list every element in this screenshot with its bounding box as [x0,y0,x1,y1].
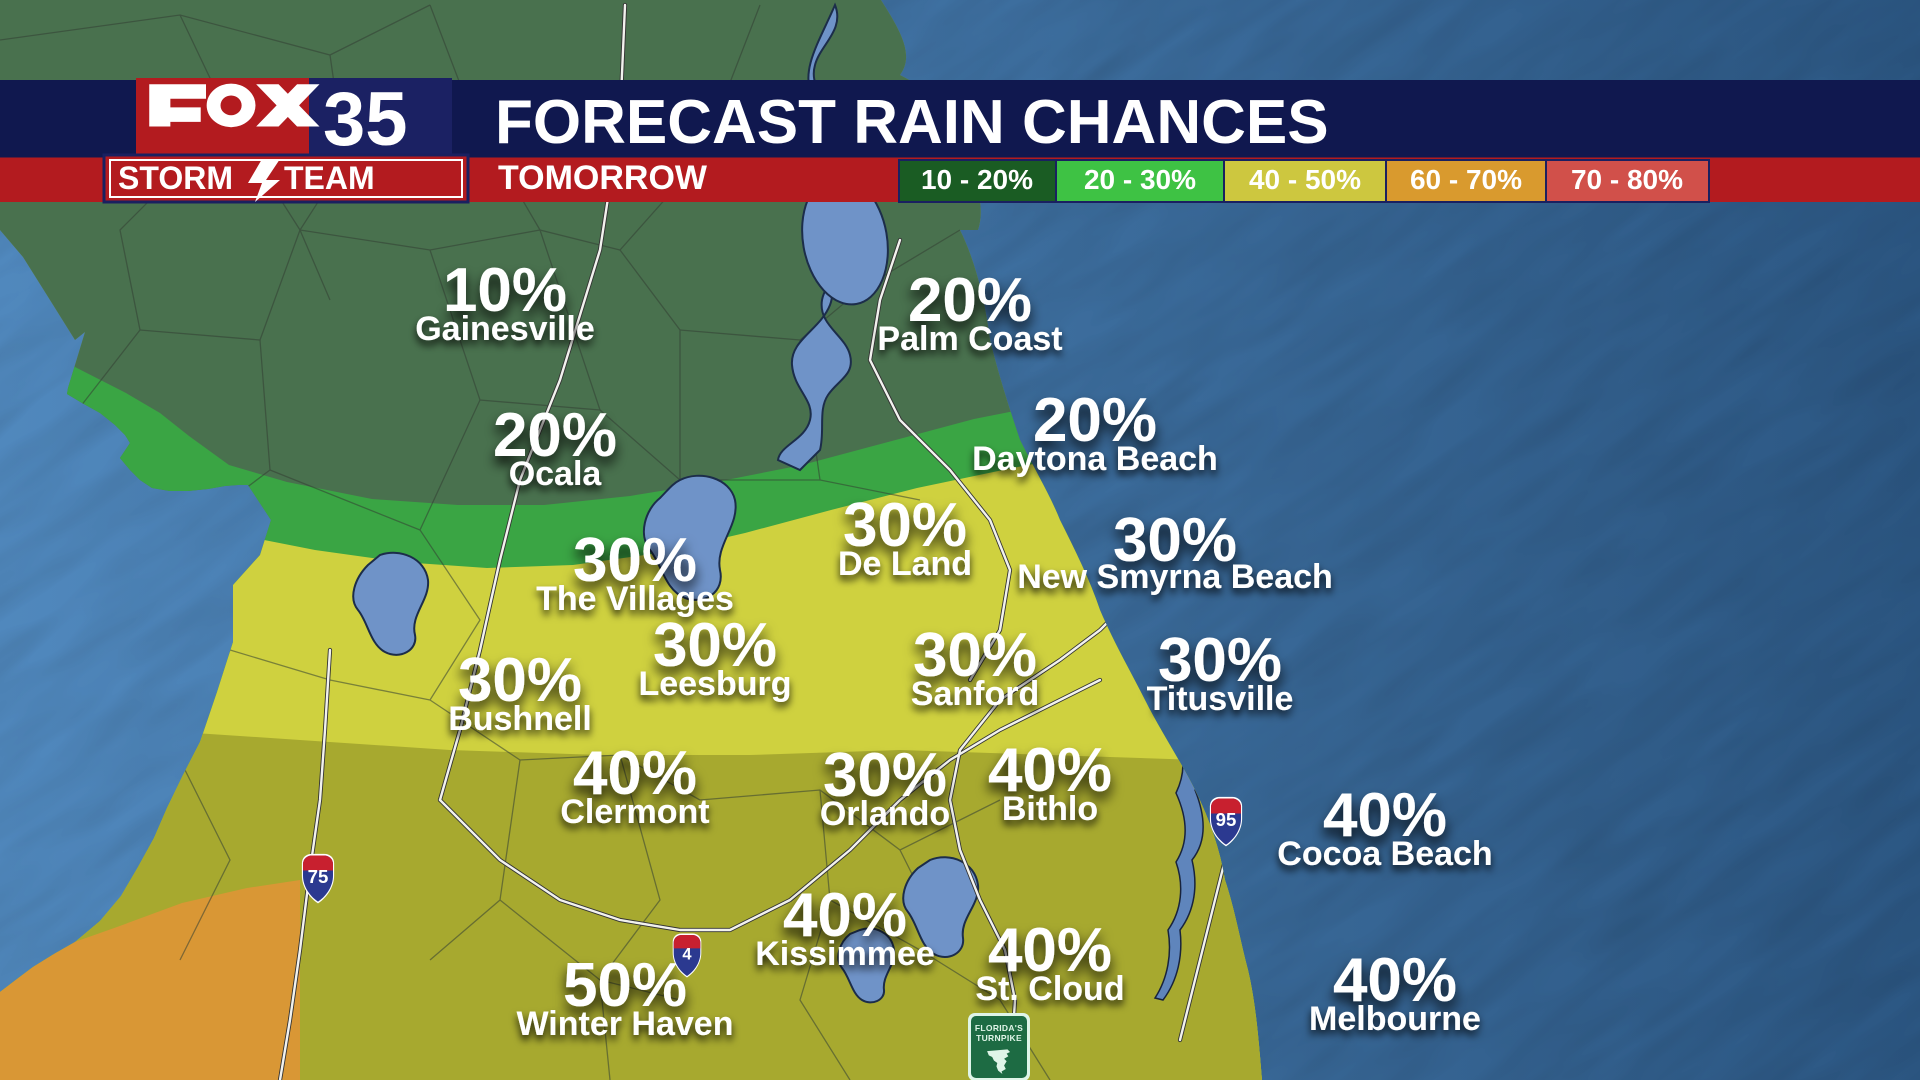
svg-text:FORECAST RAIN CHANCES: FORECAST RAIN CHANCES [495,88,1329,157]
svg-text:TEAM: TEAM [284,160,375,196]
svg-text:10 - 20%: 10 - 20% [921,164,1033,195]
svg-text:Daytona Beach: Daytona Beach [972,440,1218,478]
svg-text:Melbourne: Melbourne [1309,1000,1481,1038]
svg-text:Bithlo: Bithlo [1002,790,1098,828]
svg-text:Orlando: Orlando [820,795,950,833]
svg-text:20 - 30%: 20 - 30% [1084,164,1196,195]
svg-text:95: 95 [1216,809,1237,830]
svg-text:FLORIDA'S: FLORIDA'S [975,1023,1023,1033]
svg-text:St. Cloud: St. Cloud [975,970,1124,1008]
svg-text:Gainesville: Gainesville [415,310,595,348]
svg-text:STORM: STORM [118,160,233,196]
svg-text:New Smyrna Beach: New Smyrna Beach [1017,558,1333,596]
svg-text:40 - 50%: 40 - 50% [1249,164,1361,195]
svg-text:Clermont: Clermont [560,793,709,831]
svg-text:TOMORROW: TOMORROW [498,159,708,197]
svg-text:Palm Coast: Palm Coast [877,320,1062,358]
svg-text:60 - 70%: 60 - 70% [1410,164,1522,195]
svg-text:75: 75 [308,866,329,887]
svg-text:35: 35 [323,77,408,162]
svg-text:Kissimmee: Kissimmee [755,935,935,973]
svg-text:70 - 80%: 70 - 80% [1571,164,1683,195]
svg-text:Leesburg: Leesburg [638,665,791,703]
svg-text:4: 4 [682,945,692,963]
svg-text:TURNPIKE: TURNPIKE [976,1033,1022,1043]
svg-text:Bushnell: Bushnell [448,700,592,738]
svg-text:Ocala: Ocala [509,455,603,493]
svg-text:Sanford: Sanford [911,675,1039,713]
svg-text:Cocoa Beach: Cocoa Beach [1277,835,1492,873]
svg-text:Titusville: Titusville [1147,680,1294,718]
svg-text:Winter Haven: Winter Haven [517,1005,734,1043]
svg-text:De Land: De Land [838,545,972,583]
